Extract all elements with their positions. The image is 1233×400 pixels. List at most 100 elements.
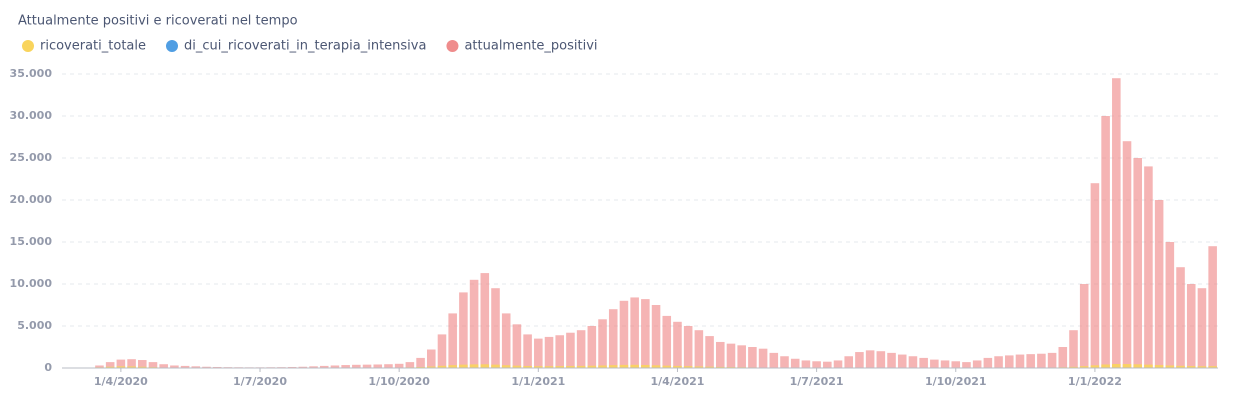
bar (855, 352, 864, 368)
bar (962, 362, 971, 368)
bar (566, 332, 575, 368)
bar (748, 347, 757, 368)
bar (426, 349, 436, 368)
bar (951, 361, 961, 368)
bar (1197, 366, 1207, 368)
bar (1165, 242, 1175, 368)
bar (202, 366, 211, 368)
bar (459, 364, 468, 368)
bar (1047, 352, 1057, 368)
bar (1122, 141, 1132, 368)
bar (1101, 116, 1110, 368)
y-tick-label: 5.000 (17, 319, 52, 332)
bar (1133, 158, 1143, 368)
bar (384, 364, 393, 368)
bar (737, 345, 746, 368)
bar (715, 366, 725, 368)
bar (619, 300, 629, 368)
bar (1112, 363, 1121, 368)
bar (319, 365, 329, 368)
bar (1176, 267, 1185, 368)
bar (1176, 365, 1185, 368)
bar (298, 366, 308, 368)
bar (1069, 366, 1078, 368)
bar (180, 365, 190, 368)
bar (641, 299, 650, 368)
bar (1144, 166, 1153, 368)
bar (1101, 364, 1110, 368)
bar (1165, 365, 1175, 368)
bar (662, 315, 672, 368)
bar (994, 356, 1003, 368)
bar (555, 366, 565, 368)
legend-marker (166, 40, 178, 52)
bar (576, 365, 586, 368)
bar (1154, 365, 1164, 368)
bar (523, 334, 532, 368)
bar (159, 364, 168, 368)
bar (491, 364, 500, 368)
bar (309, 366, 318, 368)
bar (1144, 364, 1153, 368)
x-tick-label: 1/4/2021 (650, 375, 704, 388)
bar (1112, 78, 1121, 368)
bar (972, 360, 982, 368)
bar (287, 366, 297, 368)
bar (1154, 200, 1164, 368)
bar (919, 357, 928, 368)
bar (1079, 284, 1089, 368)
bar (148, 362, 158, 368)
y-tick-label: 10.000 (10, 277, 53, 290)
bar (1133, 364, 1143, 368)
x-tick-label: 1/7/2020 (233, 375, 287, 388)
x-tick-label: 1/1/2022 (1068, 375, 1122, 388)
bar (1079, 366, 1089, 368)
bar (598, 365, 607, 368)
bar (137, 360, 147, 368)
bar (491, 288, 500, 368)
bar (1004, 355, 1014, 368)
bar (587, 326, 597, 368)
legend-label: attualmente_positivi (464, 39, 597, 54)
bar (598, 319, 607, 368)
bar (694, 366, 704, 368)
bar (469, 364, 479, 368)
bar (930, 359, 939, 368)
bar (576, 330, 586, 368)
bar (1122, 364, 1132, 368)
y-tick-label: 20.000 (10, 193, 53, 206)
bar (127, 359, 136, 368)
bar (416, 366, 425, 368)
bar (1186, 284, 1196, 368)
bar (705, 336, 714, 368)
bar (1069, 330, 1078, 368)
bar (1197, 288, 1207, 368)
bar (651, 365, 661, 368)
bar (362, 364, 372, 368)
legend-marker (446, 40, 459, 52)
bar (459, 292, 468, 368)
bar (587, 365, 597, 368)
bar (1037, 353, 1046, 368)
bar (116, 366, 126, 368)
bar (105, 362, 115, 368)
bar (780, 356, 789, 368)
y-tick-label: 0 (44, 361, 52, 374)
bar (330, 365, 340, 368)
bar (1058, 347, 1068, 368)
bar (373, 364, 383, 368)
x-tick-label: 1/4/2020 (94, 375, 148, 388)
bar (608, 365, 618, 368)
bar (908, 356, 918, 368)
bar (844, 356, 854, 368)
legend: ricoverati_totale di_cui_ricoverati_in_te… (22, 39, 598, 54)
bar (983, 357, 993, 368)
bar (191, 366, 201, 368)
bar (758, 348, 768, 368)
x-tick-label: 1/10/2021 (925, 375, 987, 388)
bar (394, 363, 404, 368)
bar (833, 360, 843, 368)
bar (437, 365, 447, 368)
bar (790, 358, 800, 368)
